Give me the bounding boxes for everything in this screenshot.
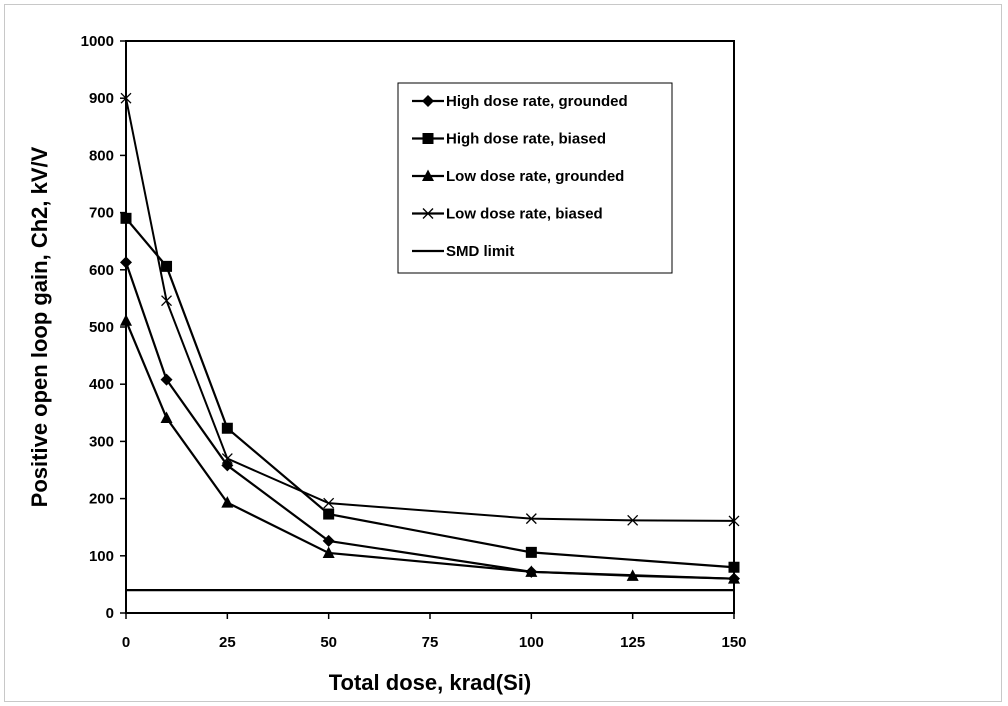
data-point — [728, 561, 740, 573]
legend-label: Low dose rate, biased — [446, 206, 603, 223]
y-tick-label: 400 — [89, 376, 114, 393]
x-tick-label: 50 — [320, 634, 337, 651]
x-axis: 0 25 50 75 100 125 150 — [122, 613, 747, 651]
data-point — [120, 314, 132, 326]
data-point — [422, 169, 434, 181]
data-point — [161, 260, 173, 272]
y-tick-label: 600 — [89, 262, 114, 279]
x-tick-label: 75 — [422, 634, 439, 651]
data-point — [221, 496, 234, 508]
legend-item: SMD limit — [412, 243, 514, 260]
legend-label: High dose rate, biased — [446, 131, 606, 148]
data-point — [626, 569, 639, 581]
y-tick-label: 1000 — [81, 33, 114, 50]
legend: High dose rate, grounded High dose rate, … — [397, 82, 673, 274]
y-tick-label: 200 — [89, 491, 114, 508]
y-tick-label: 900 — [89, 90, 114, 107]
y-tick-label: 800 — [89, 147, 114, 164]
data-point — [161, 295, 172, 307]
data-point — [525, 565, 538, 577]
data-point — [422, 95, 434, 107]
data-point — [627, 514, 639, 526]
data-point — [323, 508, 335, 520]
series-3 — [120, 314, 740, 584]
y-tick-label: 700 — [89, 205, 114, 222]
x-axis-title: Total dose, krad(Si) — [329, 670, 532, 695]
series-line — [125, 217, 735, 569]
data-point-stroke — [221, 453, 233, 465]
y-tick-label: 100 — [89, 548, 114, 565]
data-point — [728, 572, 740, 584]
legend-label: Low dose rate, grounded — [446, 168, 624, 185]
data-point-stroke — [627, 514, 639, 526]
x-tick-label: 125 — [620, 634, 645, 651]
data-point — [160, 411, 173, 423]
y-axis-title: Positive open loop gain, Ch2, kV/V — [27, 146, 52, 507]
data-point — [120, 92, 132, 104]
data-point — [323, 497, 335, 509]
data-point-stroke — [525, 513, 537, 525]
data-point-stroke — [161, 295, 172, 307]
data-point — [422, 208, 434, 219]
legend-label: High dose rate, grounded — [446, 93, 628, 110]
y-axis: 0 100 200 300 400 500 600 700 800 900 1000 — [81, 33, 126, 622]
y-tick-label: 500 — [89, 319, 114, 336]
legend-item: Low dose rate, grounded — [412, 168, 624, 185]
data-point — [322, 546, 335, 558]
y-tick-label: 0 — [106, 605, 114, 622]
series-2 — [120, 212, 740, 573]
data-point-stroke — [120, 92, 132, 104]
x-tick-label: 0 — [122, 634, 130, 651]
y-tick-label: 300 — [89, 433, 114, 450]
data-point-stroke — [323, 497, 335, 509]
data-point — [120, 212, 132, 224]
data-point — [221, 422, 233, 434]
series-4 — [120, 92, 740, 527]
legend-item: High dose rate, grounded — [412, 93, 628, 110]
legend-item: High dose rate, biased — [412, 131, 606, 148]
legend-box — [397, 82, 673, 274]
x-tick-label: 150 — [721, 634, 746, 651]
legend-label: SMD limit — [446, 243, 514, 260]
data-point — [728, 515, 740, 527]
data-point — [322, 534, 335, 547]
x-tick-label: 25 — [219, 634, 236, 651]
data-point — [160, 373, 173, 386]
data-point-stroke — [728, 515, 740, 527]
data-point — [422, 133, 434, 144]
data-point-stroke — [422, 208, 434, 219]
data-point — [525, 513, 537, 525]
data-point — [120, 256, 132, 269]
data-point — [525, 546, 537, 558]
data-point — [221, 453, 233, 465]
x-tick-label: 100 — [519, 634, 544, 651]
series-layer — [120, 92, 740, 592]
legend-item: Low dose rate, biased — [412, 206, 603, 223]
